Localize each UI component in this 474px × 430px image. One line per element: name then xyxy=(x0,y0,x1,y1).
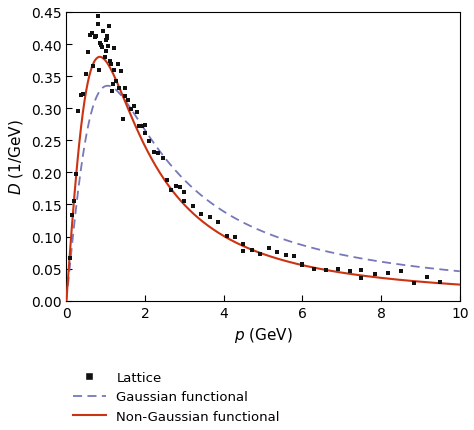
Point xyxy=(91,35,99,42)
Point xyxy=(110,68,118,75)
Point xyxy=(70,198,78,205)
Point xyxy=(112,79,119,86)
Point xyxy=(334,266,342,273)
Point xyxy=(107,61,115,68)
Point xyxy=(105,43,112,50)
Point xyxy=(99,44,106,51)
Point xyxy=(108,88,116,95)
Point xyxy=(74,108,82,115)
Point xyxy=(256,251,264,258)
Point xyxy=(89,63,97,70)
Point xyxy=(102,48,109,55)
Point xyxy=(357,275,365,282)
Point xyxy=(172,183,180,190)
Point xyxy=(310,266,318,273)
Point xyxy=(127,107,135,114)
Point xyxy=(265,245,273,252)
Point xyxy=(141,123,149,129)
Point xyxy=(68,212,75,219)
Point xyxy=(141,131,149,138)
Point xyxy=(189,203,197,210)
Y-axis label: $D$ (1/GeV): $D$ (1/GeV) xyxy=(7,119,25,195)
Legend: Lattice, Gaussian functional, Non-Gaussian functional: Lattice, Gaussian functional, Non-Gaussi… xyxy=(73,371,280,423)
Point xyxy=(138,123,146,130)
Point xyxy=(119,116,127,123)
Point xyxy=(239,241,247,248)
Point xyxy=(346,268,354,275)
Point xyxy=(104,34,111,40)
X-axis label: $p$ (GeV): $p$ (GeV) xyxy=(234,326,292,344)
Point xyxy=(155,150,162,157)
Point xyxy=(384,270,392,277)
Point xyxy=(176,184,184,191)
Point xyxy=(73,171,80,178)
Point xyxy=(273,249,281,256)
Point xyxy=(150,149,157,156)
Point xyxy=(94,21,101,28)
Point xyxy=(121,85,129,92)
Point xyxy=(101,54,109,61)
Point xyxy=(206,214,213,221)
Point xyxy=(86,33,94,40)
Point xyxy=(100,6,108,13)
Point xyxy=(99,29,107,36)
Point xyxy=(167,187,175,194)
Point xyxy=(410,280,418,287)
Point xyxy=(95,67,102,74)
Point xyxy=(114,61,121,68)
Point xyxy=(118,68,125,75)
Point xyxy=(214,219,222,226)
Point xyxy=(96,41,103,48)
Point xyxy=(133,110,140,117)
Point xyxy=(357,267,365,274)
Point xyxy=(198,211,205,218)
Point xyxy=(121,93,129,100)
Point xyxy=(136,123,143,130)
Point xyxy=(282,252,289,259)
Point xyxy=(84,49,92,56)
Point xyxy=(105,23,113,30)
Point xyxy=(371,270,378,277)
Point xyxy=(92,33,100,40)
Point xyxy=(97,8,104,15)
Point xyxy=(130,103,137,110)
Point xyxy=(109,82,117,89)
Point xyxy=(163,177,171,184)
Point xyxy=(110,45,118,52)
Point xyxy=(94,14,101,21)
Point xyxy=(124,97,132,104)
Point xyxy=(436,279,444,286)
Point xyxy=(223,233,230,240)
Point xyxy=(159,156,166,163)
Point xyxy=(322,267,330,274)
Point xyxy=(181,189,188,196)
Point xyxy=(290,253,298,260)
Point xyxy=(79,92,87,98)
Point xyxy=(103,36,110,43)
Point xyxy=(98,42,105,49)
Point xyxy=(66,255,73,261)
Point xyxy=(299,261,306,268)
Point xyxy=(82,71,89,78)
Point xyxy=(239,248,247,255)
Point xyxy=(106,58,114,65)
Point xyxy=(181,198,188,205)
Point xyxy=(397,268,404,275)
Point xyxy=(299,261,306,268)
Point xyxy=(248,247,255,254)
Point xyxy=(423,274,431,281)
Point xyxy=(102,37,109,44)
Point xyxy=(88,31,95,37)
Point xyxy=(116,86,123,92)
Point xyxy=(231,234,239,241)
Point xyxy=(146,139,153,146)
Point xyxy=(77,92,84,99)
